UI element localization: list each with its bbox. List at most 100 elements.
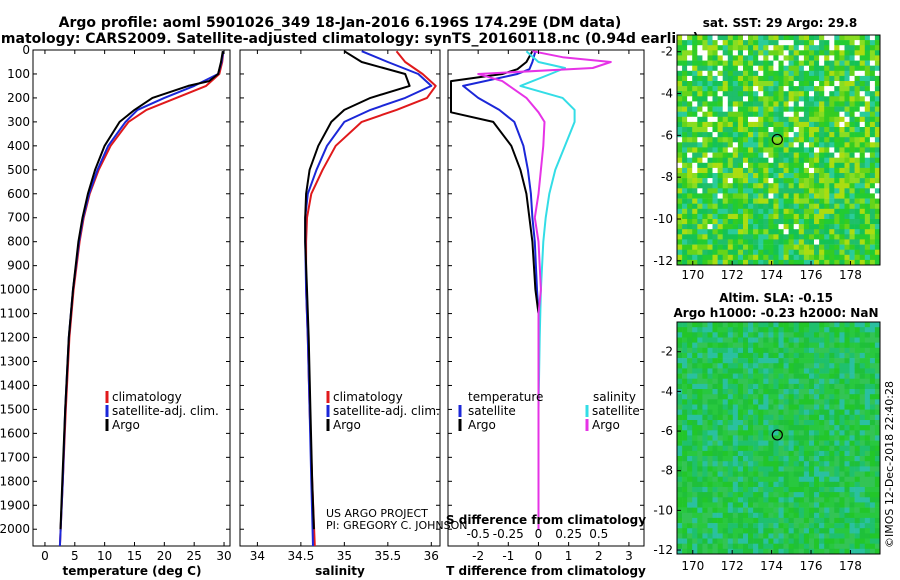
map-cell [839,91,845,97]
map-cell [809,50,815,56]
map-cell [748,517,754,524]
map-cell [727,188,734,194]
map-cell [819,81,825,87]
map-cell [768,440,774,447]
map-cell [809,55,815,61]
map-cell [717,373,723,380]
map-cell [732,492,739,498]
map-cell [839,512,845,519]
map-cell [768,101,774,107]
map-cell [849,75,855,82]
map-cell [707,234,713,240]
legend-label-s-argo: Argo [592,418,620,432]
map-cell [682,435,688,441]
map-cell [849,425,855,431]
map-cell [864,35,871,41]
map-cell [692,327,698,333]
map-cell [864,409,871,416]
map-cell [732,481,739,488]
map-cell [793,244,800,250]
map-cell [783,394,789,400]
map-cell [783,111,789,118]
map-cell [874,183,880,189]
map-cell [737,60,744,66]
map-cell [819,523,825,529]
map-cell [737,75,744,82]
map-cell [788,517,794,524]
map-cell [829,327,835,333]
map-cell [753,208,759,215]
map-cell [824,106,830,112]
map-cell [763,373,769,380]
map-cell [824,213,830,220]
map-cell [702,512,708,519]
map-cell [864,528,871,534]
map-cell [778,363,784,369]
map-cell [727,394,734,400]
map-cell [829,178,835,184]
map-cell [702,239,708,245]
map-cell [692,167,698,174]
map-cell [834,404,840,410]
map-cell [778,347,784,354]
map-cell [783,523,789,529]
map-cell [763,173,769,179]
map-cell [727,471,734,477]
map-cell [788,162,794,169]
map-cell [707,507,713,514]
map-cell [748,533,754,539]
map-cell [824,445,830,452]
map-cell [753,40,759,46]
map-cell [778,538,784,544]
map-cell [727,461,734,467]
map-cell [748,435,754,441]
map-cell [692,224,698,230]
map-cell [692,111,698,118]
map-cell [839,528,845,534]
map-cell [717,327,723,333]
map-cell [753,91,759,97]
map-cell [783,229,789,235]
map-cell [707,383,713,390]
map-cell [859,147,866,153]
map-cell [763,533,769,539]
map-cell [692,383,698,390]
map-cell [697,193,703,199]
map-cell [803,111,810,118]
map-cell [727,538,734,544]
map-cell [869,121,876,128]
map-cell [819,332,825,338]
map-cell [692,50,698,56]
map-cell [722,249,729,256]
map-cell [712,456,718,462]
map-cell [717,337,723,343]
map-cell [712,167,718,174]
map-cell [743,198,749,204]
map-cell [849,213,855,220]
map-cell [783,327,789,333]
map-cell [778,229,784,235]
map-cell [829,435,835,441]
map-cell [677,55,683,61]
map-cell [849,512,855,519]
map-cell [687,234,693,240]
map-cell [702,368,708,374]
map-cell [722,132,729,138]
map-cell [768,461,774,467]
map-cell [834,193,840,199]
map-cell [712,244,718,250]
map-cell [788,430,794,436]
map-cell [682,548,688,554]
map-cell [717,116,723,123]
map-cell [712,368,718,374]
map-cell [712,523,718,529]
map-cell [748,440,754,447]
map-cell [692,254,698,261]
map-cell [722,188,729,194]
map-cell [839,121,845,128]
map-cell [758,244,764,250]
map-cell [829,101,835,107]
depth-tick-label: 1000 [0,283,30,297]
x-tick-label: 0 [41,549,49,563]
map-cell [849,358,855,364]
